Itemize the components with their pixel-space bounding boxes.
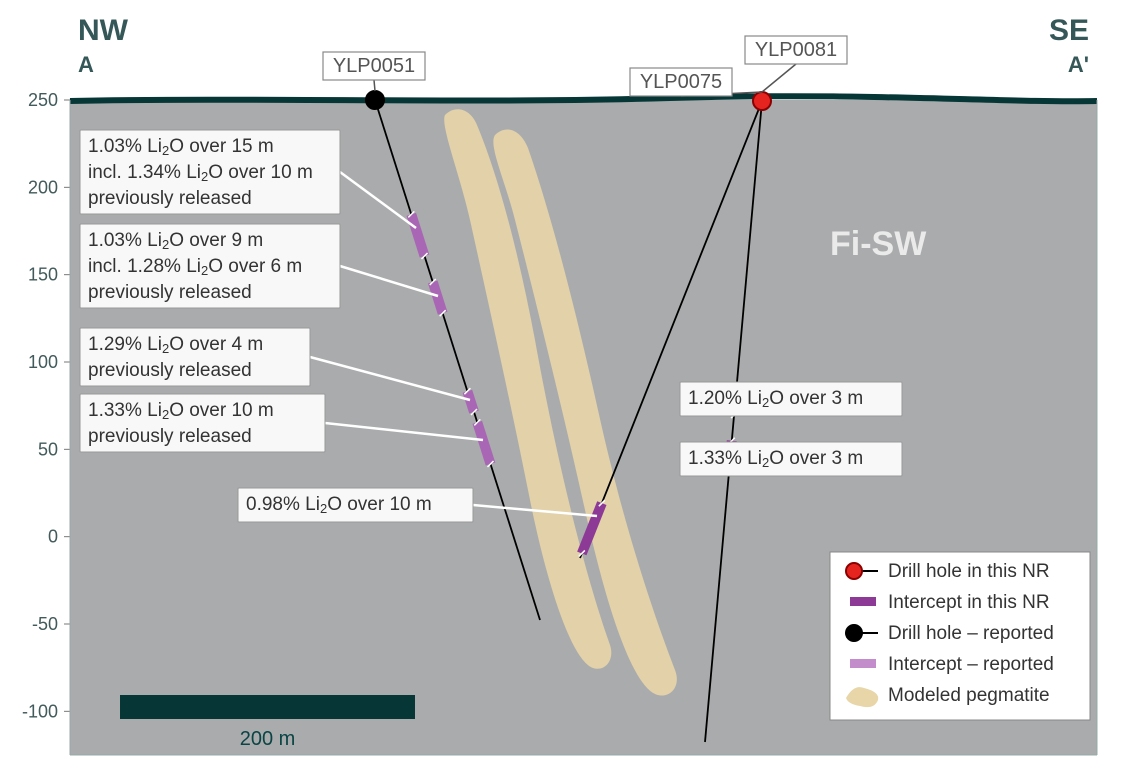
callout-text-0-2: previously released xyxy=(88,188,252,209)
callout-text-0-0: 1.03% Li2O over 15 m xyxy=(88,136,274,158)
hole-label-ylp0081: YLP0081 xyxy=(755,39,837,61)
cross-section-figure: 250 200 150 100 50 0 -50 -100 NW SE A A' Fi-SW YLP005… xyxy=(0,0,1134,772)
legend-swatch-dash xyxy=(850,659,876,668)
scale-bar-label: 200 m xyxy=(240,728,296,750)
legend-swatch-circle xyxy=(846,625,862,641)
legend-label-3: Intercept – reported xyxy=(888,654,1054,675)
hole-label-leader xyxy=(762,64,796,92)
callout-text-2-1: previously released xyxy=(88,360,252,381)
svg-canvas: 250 200 150 100 50 0 -50 -100 NW SE A A' Fi-SW YLP005… xyxy=(0,0,1134,772)
fi-sw-label: Fi-SW xyxy=(830,225,927,263)
callout-text-4-0: 0.98% Li2O over 10 m xyxy=(246,494,432,516)
legend-swatch-dash xyxy=(850,597,876,606)
collar-ylp0075 xyxy=(753,92,771,110)
callout-text-0-1: incl. 1.34% Li2O over 10 m xyxy=(88,162,313,184)
callout-text-1-1: incl. 1.28% Li2O over 6 m xyxy=(88,256,302,278)
hole-label-leader xyxy=(374,80,375,91)
collar-ylp0051 xyxy=(366,91,384,109)
intercept-2 xyxy=(467,391,474,412)
legend-label-2: Drill hole – reported xyxy=(888,623,1054,644)
y-tick-label: -50 xyxy=(32,614,58,634)
legend-label-1: Intercept in this NR xyxy=(888,592,1050,613)
y-tick-label: 200 xyxy=(28,177,58,197)
callout-text-3-0: 1.33% Li2O over 10 m xyxy=(88,400,274,422)
y-tick-label: 250 xyxy=(28,90,58,110)
callout-text-2-0: 1.29% Li2O over 4 m xyxy=(88,334,263,356)
compass-nw: NW xyxy=(78,14,129,47)
callout-text-5-0: 1.20% Li2O over 3 m xyxy=(688,388,863,410)
callout-text-1-0: 1.03% Li2O over 9 m xyxy=(88,230,263,252)
surface-line xyxy=(70,96,1097,101)
callout-text-6-0: 1.33% Li2O over 3 m xyxy=(688,448,863,470)
legend-label-4: Modeled pegmatite xyxy=(888,685,1050,706)
y-tick-label: -100 xyxy=(22,701,58,721)
section-a-prime-label: A' xyxy=(1068,52,1089,77)
scale-bar xyxy=(120,695,415,719)
legend-swatch-circle xyxy=(846,563,862,579)
y-tick-label: 0 xyxy=(48,527,58,547)
y-tick-label: 50 xyxy=(38,439,58,459)
callout-text-3-1: previously released xyxy=(88,426,252,447)
legend-label-0: Drill hole in this NR xyxy=(888,561,1050,582)
hole-label-ylp0075: YLP0075 xyxy=(640,71,722,93)
compass-se: SE xyxy=(1049,14,1089,47)
y-tick-label: 150 xyxy=(28,265,58,285)
hole-label-ylp0051: YLP0051 xyxy=(333,55,415,77)
callout-text-1-2: previously released xyxy=(88,282,252,303)
y-tick-label: 100 xyxy=(28,352,58,372)
section-a-label: A xyxy=(78,52,94,77)
